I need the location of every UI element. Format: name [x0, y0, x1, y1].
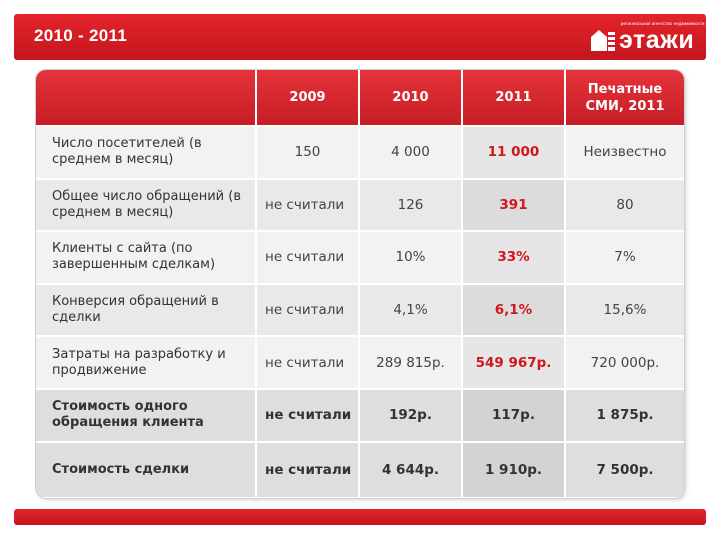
cell-2009: не считали: [255, 387, 359, 442]
table-row: Стоимость сделки не считали 4 644р. 1 91…: [36, 440, 684, 497]
cell-print-media: 720 000р.: [564, 335, 684, 389]
row-label: Затраты на разработку и продвижение: [36, 335, 256, 389]
cell-2010: 4 644р.: [358, 440, 462, 497]
cell-2011: 391: [461, 177, 565, 232]
row-label: Общее число обращений (в среднем в месяц…: [36, 177, 256, 232]
page-title: 2010 - 2011: [34, 26, 128, 45]
table-row: Клиенты с сайта (по завершенным сделкам)…: [36, 230, 684, 284]
cell-2009: не считали: [255, 282, 359, 337]
cell-2011: 1 910р.: [461, 440, 565, 497]
logo: региональная агентство недвижимости этаж…: [590, 20, 706, 56]
row-label: Стоимость сделки: [36, 440, 256, 497]
table-row: Затраты на разработку и продвижение не с…: [36, 335, 684, 389]
header-cell-2009: 2009: [255, 70, 359, 126]
comparison-table: 2009 2010 2011 Печатные СМИ, 2011 Число …: [36, 70, 684, 498]
row-label: Число посетителей (в среднем в месяц): [36, 125, 256, 179]
cell-2009: не считали: [255, 230, 359, 284]
cell-print-media: 7%: [564, 230, 684, 284]
cell-2011: 33%: [461, 230, 565, 284]
header-cell-2011: 2011: [461, 70, 565, 126]
cell-2010: 126: [358, 177, 462, 232]
cell-2010: 192р.: [358, 387, 462, 442]
row-label: Конверсия обращений в сделки: [36, 282, 256, 337]
cell-2009: 150: [255, 125, 359, 179]
header-cell-2010: 2010: [358, 70, 462, 126]
cell-2009: не считали: [255, 177, 359, 232]
header-bar: 2010 - 2011 региональная агентство недви…: [14, 14, 706, 60]
header-cell-print-media: Печатные СМИ, 2011: [564, 70, 684, 126]
table-row: Стоимость одного обращения клиента не сч…: [36, 387, 684, 442]
cell-print-media: 7 500р.: [564, 440, 684, 497]
header-cell-empty: [36, 70, 256, 126]
cell-2009: не считали: [255, 440, 359, 497]
cell-2011: 11 000: [461, 125, 565, 179]
footer-bar: [14, 509, 706, 525]
table-row: Общее число обращений (в среднем в месяц…: [36, 177, 684, 232]
cell-2011: 6,1%: [461, 282, 565, 337]
cell-2010: 289 815р.: [358, 335, 462, 389]
cell-2011: 549 967р.: [461, 335, 565, 389]
table-row: Число посетителей (в среднем в месяц) 15…: [36, 125, 684, 179]
cell-2010: 10%: [358, 230, 462, 284]
table-row: Конверсия обращений в сделки не считали …: [36, 282, 684, 337]
cell-2009: не считали: [255, 335, 359, 389]
cell-print-media: Неизвестно: [564, 125, 684, 179]
cell-2010: 4 000: [358, 125, 462, 179]
logo-word: этажи: [619, 26, 695, 54]
row-label: Клиенты с сайта (по завершенным сделкам): [36, 230, 256, 284]
table-header-row: 2009 2010 2011 Печатные СМИ, 2011: [36, 70, 684, 126]
cell-print-media: 80: [564, 177, 684, 232]
cell-2010: 4,1%: [358, 282, 462, 337]
cell-print-media: 15,6%: [564, 282, 684, 337]
cell-2011: 117р.: [461, 387, 565, 442]
cell-print-media: 1 875р.: [564, 387, 684, 442]
row-label: Стоимость одного обращения клиента: [36, 387, 256, 442]
logo-tagline: региональная агентство недвижимости: [621, 21, 705, 26]
building-icon: [591, 30, 615, 51]
